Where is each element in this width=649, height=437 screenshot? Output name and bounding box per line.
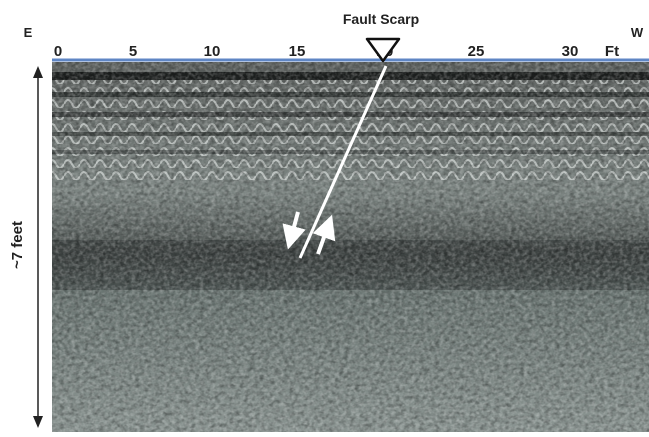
distance-tick-label: 10	[204, 43, 221, 60]
down-arrow	[282, 211, 306, 250]
distance-tick-label: 5	[129, 43, 137, 60]
unit-label: Ft	[605, 43, 619, 60]
distance-tick-label: 15	[289, 43, 306, 60]
radargram	[52, 62, 649, 432]
up-arrow	[312, 214, 336, 255]
west-label: W	[631, 25, 644, 40]
distance-tick-label: 0	[54, 43, 62, 60]
distance-tick-label: 25	[468, 43, 485, 60]
feature-label: Fault Scarp	[343, 11, 419, 27]
depth-label: ~7 feet	[9, 221, 26, 269]
distance-ticks: 051015202530	[54, 43, 579, 60]
east-label: E	[24, 25, 33, 40]
distance-tick-label: 30	[562, 43, 579, 60]
fault-marker	[365, 37, 401, 63]
